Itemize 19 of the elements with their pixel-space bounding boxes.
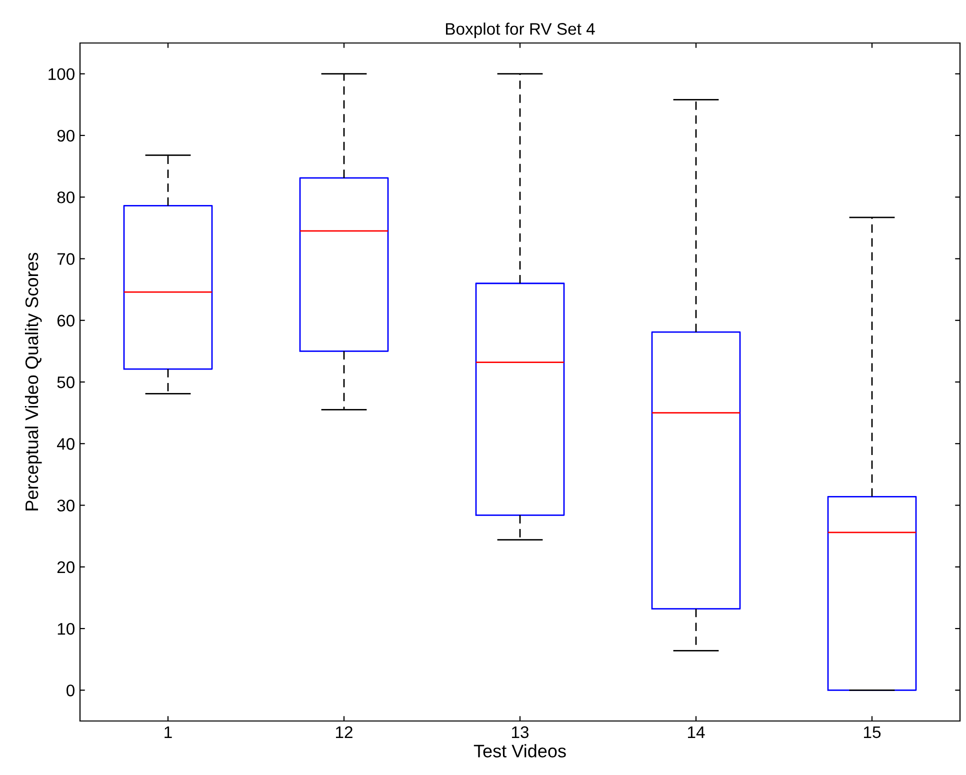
y-tick-label: 0 bbox=[66, 684, 74, 696]
y-tick-label: 50 bbox=[57, 376, 74, 388]
y-tick-label: 90 bbox=[57, 130, 74, 142]
x-tick-label: 12 bbox=[336, 726, 352, 738]
x-tick-label: 13 bbox=[512, 726, 529, 738]
chart-title: Boxplot for RV Set 4 bbox=[446, 22, 595, 38]
x-axis-title: Test Videos bbox=[474, 744, 566, 758]
x-tick-label: 1 bbox=[164, 726, 172, 738]
x-tick-label: 14 bbox=[688, 726, 705, 738]
y-tick-label: 20 bbox=[57, 561, 74, 574]
y-tick-label: 70 bbox=[57, 253, 74, 265]
y-tick-label: 100 bbox=[48, 68, 74, 80]
y-tick-label: 10 bbox=[58, 622, 74, 635]
y-axis-title: Perceptual Video Quality Scores bbox=[24, 252, 42, 510]
y-tick-label: 30 bbox=[57, 500, 74, 512]
y-tick-label: 80 bbox=[57, 191, 74, 204]
y-tick-label: 40 bbox=[56, 438, 74, 450]
x-tick-label: 15 bbox=[864, 726, 881, 738]
y-tick-label: 60 bbox=[57, 314, 74, 327]
